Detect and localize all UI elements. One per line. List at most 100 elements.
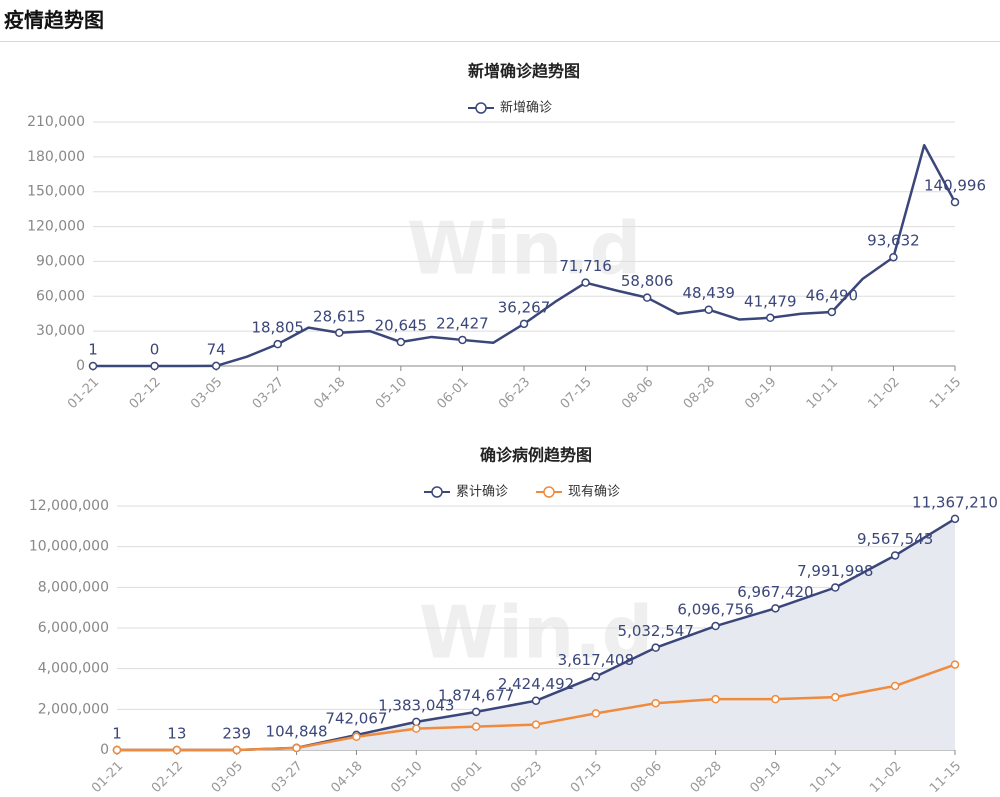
data-label: 71,716 [559,257,612,275]
point [531,696,541,705]
x-tick-label: 03-27 [250,375,287,412]
legend-label: 累计确诊 [456,485,508,500]
point [766,313,775,323]
x-tick-label: 04-18 [328,759,365,796]
y-tick-label: 12,000,000 [29,498,109,514]
x-tick-label: 08-28 [681,375,718,412]
point [827,307,837,317]
y-tick-label: 8,000,000 [38,579,109,595]
point [950,660,960,669]
x-tick-label: 05-10 [373,375,410,412]
data-label: 41,479 [744,292,797,310]
point [396,337,406,347]
point [273,339,282,349]
point [950,514,960,524]
point [890,681,900,691]
data-label: 3,617,408 [558,651,634,669]
data-label: 140,996 [924,177,986,195]
point [519,319,529,329]
data-label: 1,383,043 [378,696,454,714]
x-tick-label: 05-10 [388,759,425,796]
data-label: 58,806 [621,272,674,290]
y-tick-label: 10,000,000 [29,539,109,555]
point [150,361,159,371]
data-label: 28,615 [313,307,366,325]
data-label: 1 [112,725,122,743]
data-label: 13 [167,724,186,742]
data-label: 36,267 [498,298,551,316]
x-tick-label: 07-15 [568,759,605,796]
point [112,745,122,755]
point [771,694,780,704]
point [581,278,590,287]
data-label: 1 [88,340,98,358]
point [642,293,652,302]
y-tick-label: 90,000 [36,253,85,269]
point [471,722,481,731]
legend-marker [543,486,555,498]
x-tick-label: 02-12 [127,375,164,412]
data-label: 0 [150,341,160,359]
data-label: 239 [222,724,251,742]
point [292,743,301,753]
data-label: 9,567,543 [857,530,933,548]
legend-label: 现有确诊 [568,485,620,500]
point [771,604,780,613]
point [412,724,421,733]
x-tick-label: 11-02 [867,759,904,796]
point [211,361,221,371]
data-label: 6,096,756 [677,601,753,619]
x-tick-label: 08-28 [688,759,725,796]
point [335,328,344,338]
x-tick-label: 11-15 [927,759,964,796]
x-tick-label: 11-15 [927,375,964,412]
y-tick-label: 180,000 [27,149,85,165]
y-tick-label: 4,000,000 [38,661,109,677]
x-tick-label: 06-23 [508,759,545,796]
point [172,745,182,755]
chart-title: 新增确诊趋势图 [468,62,580,81]
x-tick-label: 07-15 [558,375,595,412]
point [232,745,241,755]
data-label: 93,632 [867,232,920,250]
charts: 新增确诊趋势图Win.d030,00060,00090,000120,00015… [27,62,998,797]
point [458,335,467,345]
y-tick-label: 150,000 [27,184,85,200]
x-tick-label: 09-19 [747,759,784,796]
data-label: 6,967,420 [737,583,813,601]
legend-marker [475,102,487,114]
point [711,694,720,704]
data-label: 5,032,547 [618,622,694,640]
data-label: 11,367,210 [912,493,998,511]
point [352,732,361,742]
data-label: 46,490 [806,286,859,304]
data-label: 104,848 [266,722,328,740]
x-tick-label: 02-12 [149,759,186,796]
x-tick-label: 11-02 [865,375,902,412]
legend-marker [431,486,443,498]
x-tick-label: 10-11 [804,375,841,412]
y-tick-label: 0 [100,742,109,758]
point [711,621,720,631]
data-label: 22,427 [436,314,489,332]
data-label: 18,805 [251,319,304,337]
point [889,252,898,262]
y-tick-label: 60,000 [36,288,85,304]
x-tick-label: 09-19 [742,375,779,412]
chart-title: 确诊病例趋势图 [480,446,592,465]
data-label: 2,424,492 [498,675,574,693]
point [831,692,840,702]
data-label: 20,645 [375,317,428,335]
x-tick-label: 03-05 [188,375,225,412]
area [117,518,955,750]
y-tick-label: 0 [76,358,85,374]
x-tick-label: 06-01 [434,375,471,412]
data-label: 1,874,677 [438,686,514,704]
x-tick-label: 10-11 [807,759,844,796]
point [88,361,98,371]
point [890,551,900,560]
data-label: 742,067 [325,709,387,727]
y-tick-label: 6,000,000 [38,620,109,636]
point [531,720,541,729]
